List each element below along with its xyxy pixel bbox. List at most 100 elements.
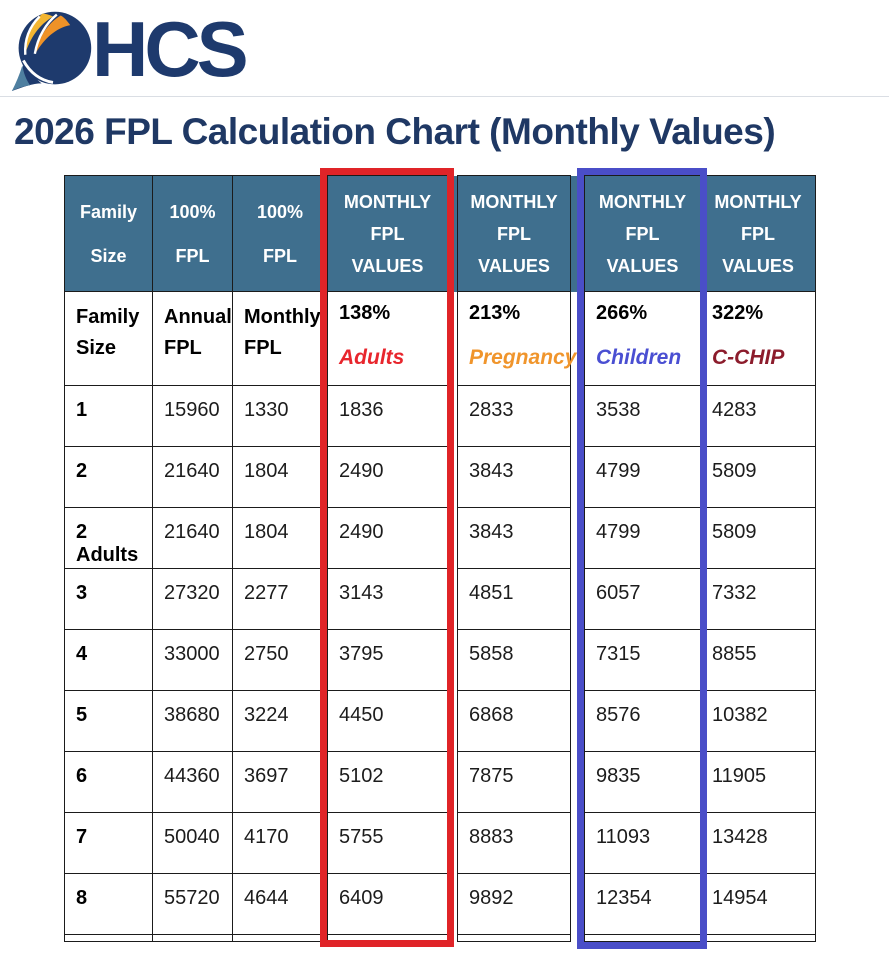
dhcs-logo[interactable]: HCS [10, 5, 249, 93]
column-gap [447, 291, 458, 386]
column-gap [447, 446, 458, 508]
cell-cchip-322: 5809 [700, 446, 816, 508]
page-title: 2026 FPL Calculation Chart (Monthly Valu… [14, 111, 776, 152]
children-category-label: Children [596, 346, 682, 369]
subheader-annual-fpl: Annual FPL [152, 291, 233, 386]
col-header-monthly-fpl-values-pregnancy: MONTHLY FPL VALUES [457, 175, 571, 292]
cell-family-size: 7 [64, 812, 153, 874]
subheader-monthly-fpl: Monthly FPL [232, 291, 328, 386]
cell-pregnancy-213: 5858 [457, 629, 571, 691]
cell-monthly-fpl: 1330 [232, 385, 328, 447]
cell-monthly-fpl: 2277 [232, 568, 328, 630]
cell-annual-fpl: 50040 [152, 812, 233, 874]
cell-adults-138: 3795 [327, 629, 448, 691]
column-gap [570, 175, 585, 292]
cell-adults-138: 2490 [327, 507, 448, 569]
cell-family-size: 2 [64, 446, 153, 508]
column-gap [447, 385, 458, 447]
cell-monthly-fpl: 3697 [232, 751, 328, 813]
column-gap [447, 934, 458, 942]
cropped-cell [152, 934, 233, 942]
column-gap [570, 507, 585, 569]
col-header-monthly-fpl-values-cchip: MONTHLY FPL VALUES [700, 175, 816, 292]
subheader-family-size: Family Size [64, 291, 153, 386]
pregnancy-category-label: Pregnancy [469, 346, 577, 369]
cell-family-size: 8 [64, 873, 153, 935]
cell-children-266: 3538 [584, 385, 701, 447]
cell-annual-fpl: 21640 [152, 507, 233, 569]
cell-children-266: 4799 [584, 446, 701, 508]
pregnancy-percent: 213% [469, 302, 521, 324]
cell-monthly-fpl: 3224 [232, 690, 328, 752]
cchip-category-label: C-CHIP [712, 346, 785, 369]
column-gap [447, 873, 458, 935]
table-row: 6 44360 3697 5102 7875 9835 11905 [64, 751, 816, 813]
cell-pregnancy-213: 3843 [457, 507, 571, 569]
cell-cchip-322: 13428 [700, 812, 816, 874]
cell-adults-138: 3143 [327, 568, 448, 630]
cell-adults-138: 5755 [327, 812, 448, 874]
subheader-cchip: 322% C-CHIP [700, 291, 816, 386]
col-header-100-fpl-monthly: 100% FPL [232, 175, 328, 292]
cell-family-size: 5 [64, 690, 153, 752]
cropped-cell [327, 934, 448, 942]
table-subheader-row: Family Size Annual FPL Monthly FPL 138% … [64, 291, 816, 386]
column-gap [447, 507, 458, 569]
cell-annual-fpl: 33000 [152, 629, 233, 691]
cell-children-266: 4799 [584, 507, 701, 569]
column-gap [447, 568, 458, 630]
table-row: 1 15960 1330 1836 2833 3538 4283 [64, 385, 816, 447]
column-gap [570, 446, 585, 508]
cell-annual-fpl: 44360 [152, 751, 233, 813]
cell-family-size: 1 [64, 385, 153, 447]
col-header-monthly-fpl-values-children: MONTHLY FPL VALUES [584, 175, 701, 292]
column-gap [447, 629, 458, 691]
cell-cchip-322: 7332 [700, 568, 816, 630]
dhcs-logo-text: HCS [92, 5, 249, 93]
column-gap [570, 690, 585, 752]
cropped-cell [457, 934, 571, 942]
column-gap [447, 690, 458, 752]
cell-children-266: 9835 [584, 751, 701, 813]
fpl-table: Family Size 100% FPL 100% FPL MONTHLY FP… [64, 175, 816, 942]
column-gap [570, 629, 585, 691]
column-gap [447, 812, 458, 874]
cell-pregnancy-213: 7875 [457, 751, 571, 813]
column-gap [570, 385, 585, 447]
col-header-family-size: Family Size [64, 175, 153, 292]
cell-annual-fpl: 21640 [152, 446, 233, 508]
cell-pregnancy-213: 3843 [457, 446, 571, 508]
dhcs-logo-mark [11, 11, 92, 92]
cell-cchip-322: 8855 [700, 629, 816, 691]
cell-cchip-322: 14954 [700, 873, 816, 935]
cell-pregnancy-213: 2833 [457, 385, 571, 447]
cell-cchip-322: 11905 [700, 751, 816, 813]
adults-category-label: Adults [339, 346, 405, 369]
column-gap [570, 751, 585, 813]
subheader-adults: 138% Adults [327, 291, 448, 386]
cell-annual-fpl: 15960 [152, 385, 233, 447]
cell-monthly-fpl: 4170 [232, 812, 328, 874]
col-header-100-fpl-annual: 100% FPL [152, 175, 233, 292]
cell-adults-138: 6409 [327, 873, 448, 935]
column-gap [570, 291, 585, 386]
site-header: HCS [0, 0, 889, 93]
cell-pregnancy-213: 8883 [457, 812, 571, 874]
subheader-pregnancy: 213% Pregnancy [457, 291, 577, 386]
cell-pregnancy-213: 6868 [457, 690, 571, 752]
table-row: 7 50040 4170 5755 8883 11093 13428 [64, 812, 816, 874]
subheader-children: 266% Children [584, 291, 701, 386]
cell-adults-138: 4450 [327, 690, 448, 752]
table-row: 3 27320 2277 3143 4851 6057 7332 [64, 568, 816, 630]
cell-annual-fpl: 38680 [152, 690, 233, 752]
column-gap [447, 175, 458, 292]
cell-monthly-fpl: 4644 [232, 873, 328, 935]
cchip-percent: 322% [712, 302, 764, 324]
table-row: 2 21640 1804 2490 3843 4799 5809 [64, 446, 816, 508]
cell-adults-138: 2490 [327, 446, 448, 508]
cell-children-266: 12354 [584, 873, 701, 935]
cropped-cell [64, 934, 153, 942]
cell-pregnancy-213: 4851 [457, 568, 571, 630]
table-row: 5 38680 3224 4450 6868 8576 10382 [64, 690, 816, 752]
header-divider [0, 96, 889, 97]
